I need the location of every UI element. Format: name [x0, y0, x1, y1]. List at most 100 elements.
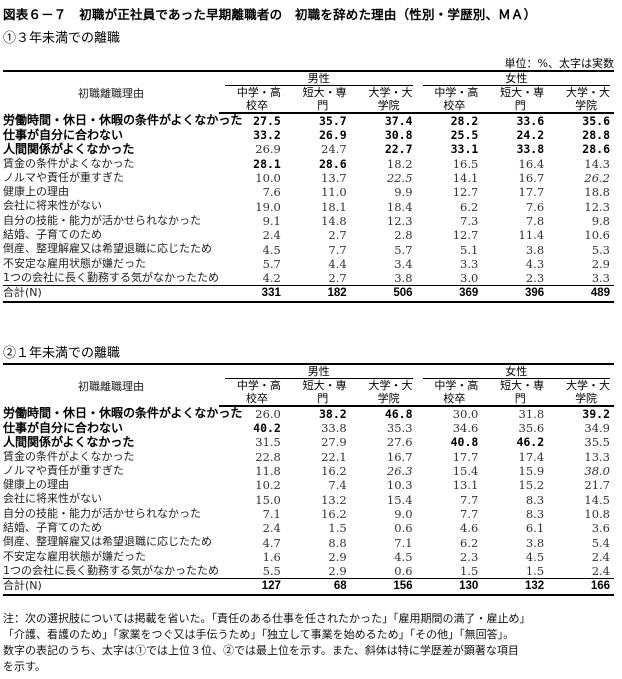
header-education: 短大・専	[302, 86, 347, 99]
cell-value: 39.2	[582, 407, 610, 421]
total-label: 合計(N)	[3, 578, 220, 596]
cell-value: 6.2	[460, 535, 479, 550]
footnote-line: を示す。	[3, 660, 46, 673]
header-education: 大学・大	[368, 86, 413, 99]
cell-value: 12.7	[452, 185, 479, 200]
cell-value: 7.1	[262, 506, 281, 521]
total-value: 166	[548, 578, 614, 596]
cell-value: 7.1	[394, 535, 413, 550]
row-label: 健康上の理由	[3, 185, 69, 199]
cell-value: 4.2	[262, 271, 281, 286]
table-row: 自分の技能・能力が活かせられなかった 7.1 16.2 9.0 7.7 8.3 10.8	[3, 507, 614, 521]
cell-value: 28.6	[318, 156, 347, 171]
cell-value: 26.2	[584, 171, 610, 186]
cell-value: 22.8	[255, 449, 281, 464]
cell-value: 10.3	[386, 478, 413, 493]
cell-value: 10.2	[255, 478, 281, 493]
cell-value: 4.3	[525, 256, 545, 271]
cell-value: 0.6	[394, 521, 413, 536]
cell-value: 3.8	[394, 271, 413, 286]
cell-value: 21.7	[584, 478, 610, 493]
cell-value: 9.9	[394, 185, 413, 200]
row-label: 仕事が自分に合わない	[3, 128, 124, 142]
cell-value: 2.9	[328, 564, 347, 579]
cell-value: 31.5	[255, 435, 281, 450]
cell-value: 22.5	[386, 171, 413, 186]
row-label: 会社に将来性がない	[3, 492, 102, 506]
cell-value: 12.3	[386, 213, 413, 228]
cell-value: 3.3	[591, 271, 610, 286]
cell-value: 37.4	[384, 114, 413, 128]
header-education-line2: 門	[482, 99, 549, 114]
cell-value: 7.6	[525, 199, 545, 214]
cell-value: 3.8	[525, 242, 545, 257]
total-value: 396	[482, 285, 549, 303]
table-row: 倒産、整理解雇又は希望退職に応じたため 4.5 7.7 5.7 5.1 3.8 5.3	[3, 242, 614, 256]
header-education: 中学・高	[236, 86, 281, 99]
cell-value: 6.1	[525, 521, 545, 536]
cell-value: 18.1	[321, 199, 347, 214]
row-label: 賃金の条件がよくなかった	[3, 449, 135, 463]
cell-value: 4.6	[460, 521, 479, 536]
cell-value: 13.7	[321, 171, 347, 186]
header-education-line2: 学院	[350, 99, 417, 114]
cell-value: 5.7	[262, 256, 281, 271]
cell-value: 3.0	[460, 271, 479, 286]
cell-value: 11.4	[518, 228, 545, 243]
total-value: 489	[548, 285, 614, 303]
cell-value: 40.8	[450, 435, 479, 450]
cell-value: 22.1	[321, 449, 347, 464]
cell-value: 2.7	[328, 271, 347, 286]
cell-value: 8.8	[328, 535, 347, 550]
header-male: 男性	[219, 363, 417, 379]
footnote-line: 「介護、看護のため」「家業をつぐ又は手伝うため」「独立して事業を始めるため」「そ…	[3, 628, 515, 641]
cell-value: 3.4	[394, 256, 413, 271]
header-education: 短大・専	[302, 379, 347, 392]
cell-value: 35.6	[518, 421, 545, 436]
header-education-line2: 門	[284, 99, 351, 114]
table-row: 1つの会社に長く勤務する気がなかったため 5.5 2.9 0.6 1.5 1.5 2.4	[3, 564, 614, 579]
cell-value: 13.1	[452, 478, 479, 493]
cell-value: 14.5	[584, 492, 610, 507]
header-male: 男性	[219, 70, 417, 86]
cell-value: 1.5	[328, 521, 347, 536]
cell-value: 3.8	[525, 535, 545, 550]
cell-value: 15.0	[255, 492, 281, 507]
cell-value: 34.9	[584, 421, 610, 436]
cell-value: 35.5	[584, 435, 610, 450]
table-row: 労働時間・休日・休暇の条件がよくなかった 27.5 35.7 37.4 28.2 33.6…	[3, 113, 614, 128]
header-female: 女性	[416, 70, 614, 86]
section-1-title: ①３年未満での離職	[3, 31, 121, 46]
total-value: 132	[482, 578, 549, 596]
total-value: 127	[219, 578, 285, 596]
cell-value: 6.2	[460, 199, 479, 214]
row-label: 人間関係がよくなかった	[3, 435, 135, 450]
row-label: 1つの会社に長く勤務する気がなかったため	[3, 270, 219, 284]
cell-value: 14.8	[321, 213, 347, 228]
cell-value: 12.3	[584, 199, 610, 214]
cell-value: 16.2	[321, 464, 347, 479]
row-label: 労働時間・休日・休暇の条件がよくなかった	[3, 406, 243, 421]
header-reason: 初職離職理由	[3, 70, 220, 113]
table-row: 労働時間・休日・休暇の条件がよくなかった 26.0 38.2 46.8 30.0 31.8…	[3, 406, 614, 421]
cell-value: 15.4	[386, 492, 413, 507]
cell-value: 17.4	[518, 449, 545, 464]
cell-value: 28.8	[582, 128, 610, 143]
cell-value: 3.3	[460, 256, 479, 271]
header-education-line2: 学院	[350, 392, 417, 407]
row-label: 自分の技能・能力が活かせられなかった	[3, 506, 201, 520]
cell-value: 5.3	[591, 242, 610, 257]
cell-value: 25.5	[450, 128, 479, 143]
header-education-line2: 学院	[548, 99, 614, 114]
table-row: 会社に将来性がない 19.0 18.1 18.4 6.2 7.6 12.3	[3, 199, 614, 213]
cell-value: 5.4	[591, 535, 610, 550]
table-row: 仕事が自分に合わない 40.2 33.8 35.3 34.6 35.6 34.9	[3, 421, 614, 435]
cell-value: 2.3	[525, 271, 545, 286]
row-label: 結婚、子育てのため	[3, 228, 102, 242]
cell-value: 26.3	[386, 464, 413, 479]
header-education: 中学・高	[434, 86, 479, 99]
cell-value: 35.3	[386, 421, 413, 436]
table-row: 1つの会社に長く勤務する気がなかったため 4.2 2.7 3.8 3.0 2.3 3.3	[3, 271, 614, 286]
row-label: ノルマや責任が重すぎた	[3, 463, 124, 477]
total-value: 331	[219, 285, 285, 303]
